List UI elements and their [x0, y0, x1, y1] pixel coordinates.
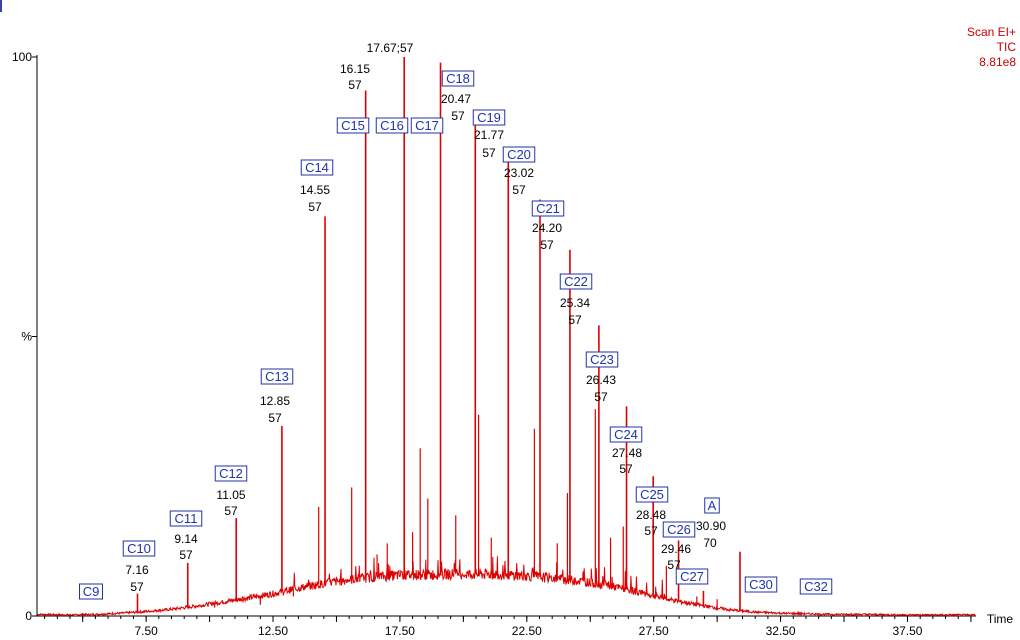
- peak-label-c25-time: 28.48: [636, 508, 666, 522]
- corner-marker: [0, 0, 5, 12]
- peak-label-c27-box: [675, 568, 709, 585]
- peak-label-c22-base-peak: 57: [568, 313, 582, 327]
- peak-label-c15: C15: [341, 118, 365, 133]
- peak-label-c25-base-peak: 57: [644, 524, 658, 538]
- peak-label-c30: C30: [749, 577, 773, 592]
- peak-label-c20: C20: [507, 147, 531, 162]
- peak-label-c24-time: 27.48: [612, 446, 642, 460]
- peak-label-c16: C16: [380, 118, 404, 133]
- peak-label-c18-time: 20.47: [441, 92, 471, 106]
- peak-label-c10: C10: [127, 541, 151, 556]
- scan-header: Scan EI+ TIC 8.81e8: [967, 25, 1016, 70]
- y-axis-label: %: [21, 330, 32, 344]
- peak-label-c24: C24: [614, 427, 638, 442]
- peak-label-c12-base-peak: 57: [224, 504, 238, 518]
- peak-label-c20-time: 23.02: [504, 166, 534, 180]
- peak-label-c21-time: 24.20: [532, 221, 562, 235]
- peak-label-c15-time: 16.15: [340, 62, 370, 76]
- peak-label-c13-box: [260, 368, 294, 385]
- peak-label-c11-base-peak: 57: [179, 548, 193, 562]
- peak-label-c13: C13: [265, 369, 289, 384]
- peak-label-c14-time: 14.55: [300, 183, 330, 197]
- peak-label-c21-base-peak: 57: [540, 238, 554, 252]
- peak-label-c17-box: [410, 117, 444, 134]
- peak-label-c23-time: 26.43: [586, 373, 616, 387]
- peak-label-c30-box: [744, 576, 778, 593]
- peak-label-c23: C23: [590, 352, 614, 367]
- peak-label-c18-box: [441, 70, 475, 87]
- peak-label-c22-box: [559, 273, 593, 290]
- peak-label-c23-box: [585, 351, 619, 368]
- peak-label-c24-base-peak: 57: [619, 462, 633, 476]
- peak-label-c11: C11: [175, 511, 198, 526]
- y-tick-label-max: 100: [12, 50, 32, 64]
- peak-label-c26-box: [662, 521, 696, 538]
- peak-label-c19-box: [472, 109, 506, 126]
- peak-label-c15-base-peak: 57: [348, 78, 362, 92]
- y-tick-label-min: 0: [25, 609, 32, 623]
- peak-label-c16-box: [375, 117, 409, 134]
- peak-label-c15-box: [336, 117, 370, 134]
- peak-label-c13-time: 12.85: [260, 394, 290, 408]
- peak-label-c10-base-peak: 57: [130, 580, 144, 594]
- x-tick-label: 7.50: [134, 624, 158, 638]
- peak-label-c32: C32: [804, 579, 828, 594]
- peak-label-c12: C12: [219, 466, 243, 481]
- peak-label-c20-base-peak: 57: [512, 183, 526, 197]
- peak-label-c25-box: [635, 486, 669, 503]
- peak-label-c22: C22: [564, 274, 588, 289]
- x-tick-label: 12.50: [258, 624, 288, 638]
- peak-label-c11-box: [169, 510, 203, 527]
- peak-label-c18-base-peak: 57: [451, 109, 465, 123]
- x-tick-label: 22.50: [512, 624, 542, 638]
- peak-label-c9-box: [79, 583, 103, 600]
- peak-label-c27: C27: [680, 569, 704, 584]
- peak-label-c12-time: 11.05: [216, 488, 245, 502]
- peak-label-c32-box: [799, 578, 833, 595]
- peak-label-a-box: [704, 497, 720, 514]
- peak-label-c10-box: [122, 540, 156, 557]
- peak-label-c21: C21: [536, 201, 560, 216]
- x-axis-label: Time: [987, 612, 1014, 626]
- peak-label-c26: C26: [667, 522, 691, 537]
- peak-label-c14: C14: [305, 160, 329, 175]
- scan-mode: Scan EI+: [966, 25, 1016, 39]
- peak-label-c14-box: [300, 159, 334, 176]
- peak-label-a-base-peak: 70: [703, 536, 717, 550]
- peak-label-c18: C18: [446, 71, 470, 86]
- peak-label-c11-time: 9.14: [174, 532, 198, 546]
- x-tick-label: 37.50: [892, 624, 922, 638]
- x-tick-label: 27.50: [639, 624, 669, 638]
- peak-label-c25: C25: [640, 487, 664, 502]
- peak-label-c24-box: [609, 426, 643, 443]
- peak-label-c16-time-combined: 17.67;57: [367, 41, 414, 55]
- tic-baseline-trace: [36, 556, 976, 618]
- peak-label-c9: C9: [83, 584, 100, 599]
- peak-label-c17: C17: [415, 118, 439, 133]
- peak-label-c26-time: 29.46: [661, 542, 691, 556]
- intensity-scale: 8.81e8: [979, 55, 1016, 69]
- peak-label-c14-base-peak: 57: [308, 200, 322, 214]
- peak-label-c10-time: 7.16: [125, 563, 149, 577]
- peak-label-c13-base-peak: 57: [268, 411, 282, 425]
- peak-label-c23-base-peak: 57: [594, 390, 608, 404]
- peak-label-c21-box: [531, 200, 565, 217]
- peak-label-c19-time: 21.77: [474, 128, 504, 142]
- x-tick-label: 32.50: [766, 624, 796, 638]
- x-tick-label: 17.50: [385, 624, 415, 638]
- peak-label-c19-base-peak: 57: [482, 146, 496, 160]
- peak-label-a: A: [708, 498, 717, 513]
- peak-label-c12-box: [214, 465, 248, 482]
- peak-label-c19: C19: [477, 110, 501, 125]
- peak-label-c22-time: 25.34: [560, 296, 590, 310]
- trace-type: TIC: [996, 40, 1016, 54]
- peak-label-c20-box: [502, 146, 536, 163]
- peak-label-a-time: 30.90: [696, 519, 726, 533]
